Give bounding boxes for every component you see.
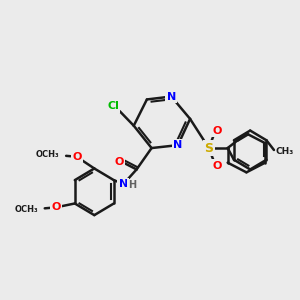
Text: H: H [128, 180, 136, 190]
Text: OCH₃: OCH₃ [14, 205, 38, 214]
Text: O: O [213, 126, 222, 136]
Text: O: O [213, 160, 222, 171]
Text: O: O [114, 157, 123, 167]
Text: S: S [204, 142, 213, 154]
Text: N: N [167, 92, 176, 101]
Text: O: O [51, 202, 61, 212]
Text: OCH₃: OCH₃ [36, 150, 60, 159]
Text: Cl: Cl [107, 101, 119, 111]
Text: CH₃: CH₃ [276, 147, 294, 156]
Text: N: N [173, 140, 182, 150]
Text: O: O [73, 152, 82, 162]
Text: N: N [119, 179, 128, 189]
